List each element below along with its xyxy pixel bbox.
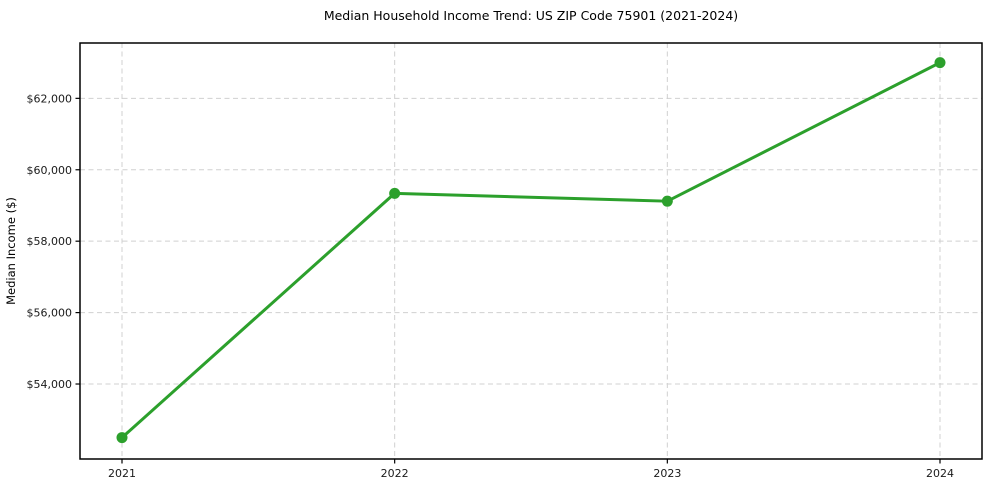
y-tick-label: $56,000 [27,307,73,320]
x-tick-label: 2021 [108,467,136,480]
axis-ticks: $54,000 $56,000 $58,000 $60,000 $62,000 2021 2… [27,92,955,480]
gridlines [80,43,982,459]
y-tick-label: $62,000 [27,92,73,105]
x-tick-label: 2023 [653,467,681,480]
y-tick-label: $54,000 [27,378,73,391]
x-tick-label: 2022 [381,467,409,480]
x-tick-label: 2024 [926,467,954,480]
trend-line [120,61,942,440]
data-point-2022 [389,187,401,199]
axes-spines [79,42,983,460]
y-tick-label: $58,000 [27,235,73,248]
chart-title: Median Household Income Trend: US ZIP Co… [324,8,738,23]
data-point-2024 [934,57,946,69]
y-tick-label: $60,000 [27,164,73,177]
data-series [116,57,946,444]
plot-border [79,42,983,460]
data-point-2023 [661,195,673,207]
y-axis-label: Median Income ($) [4,197,18,305]
data-point-2021 [116,432,128,444]
